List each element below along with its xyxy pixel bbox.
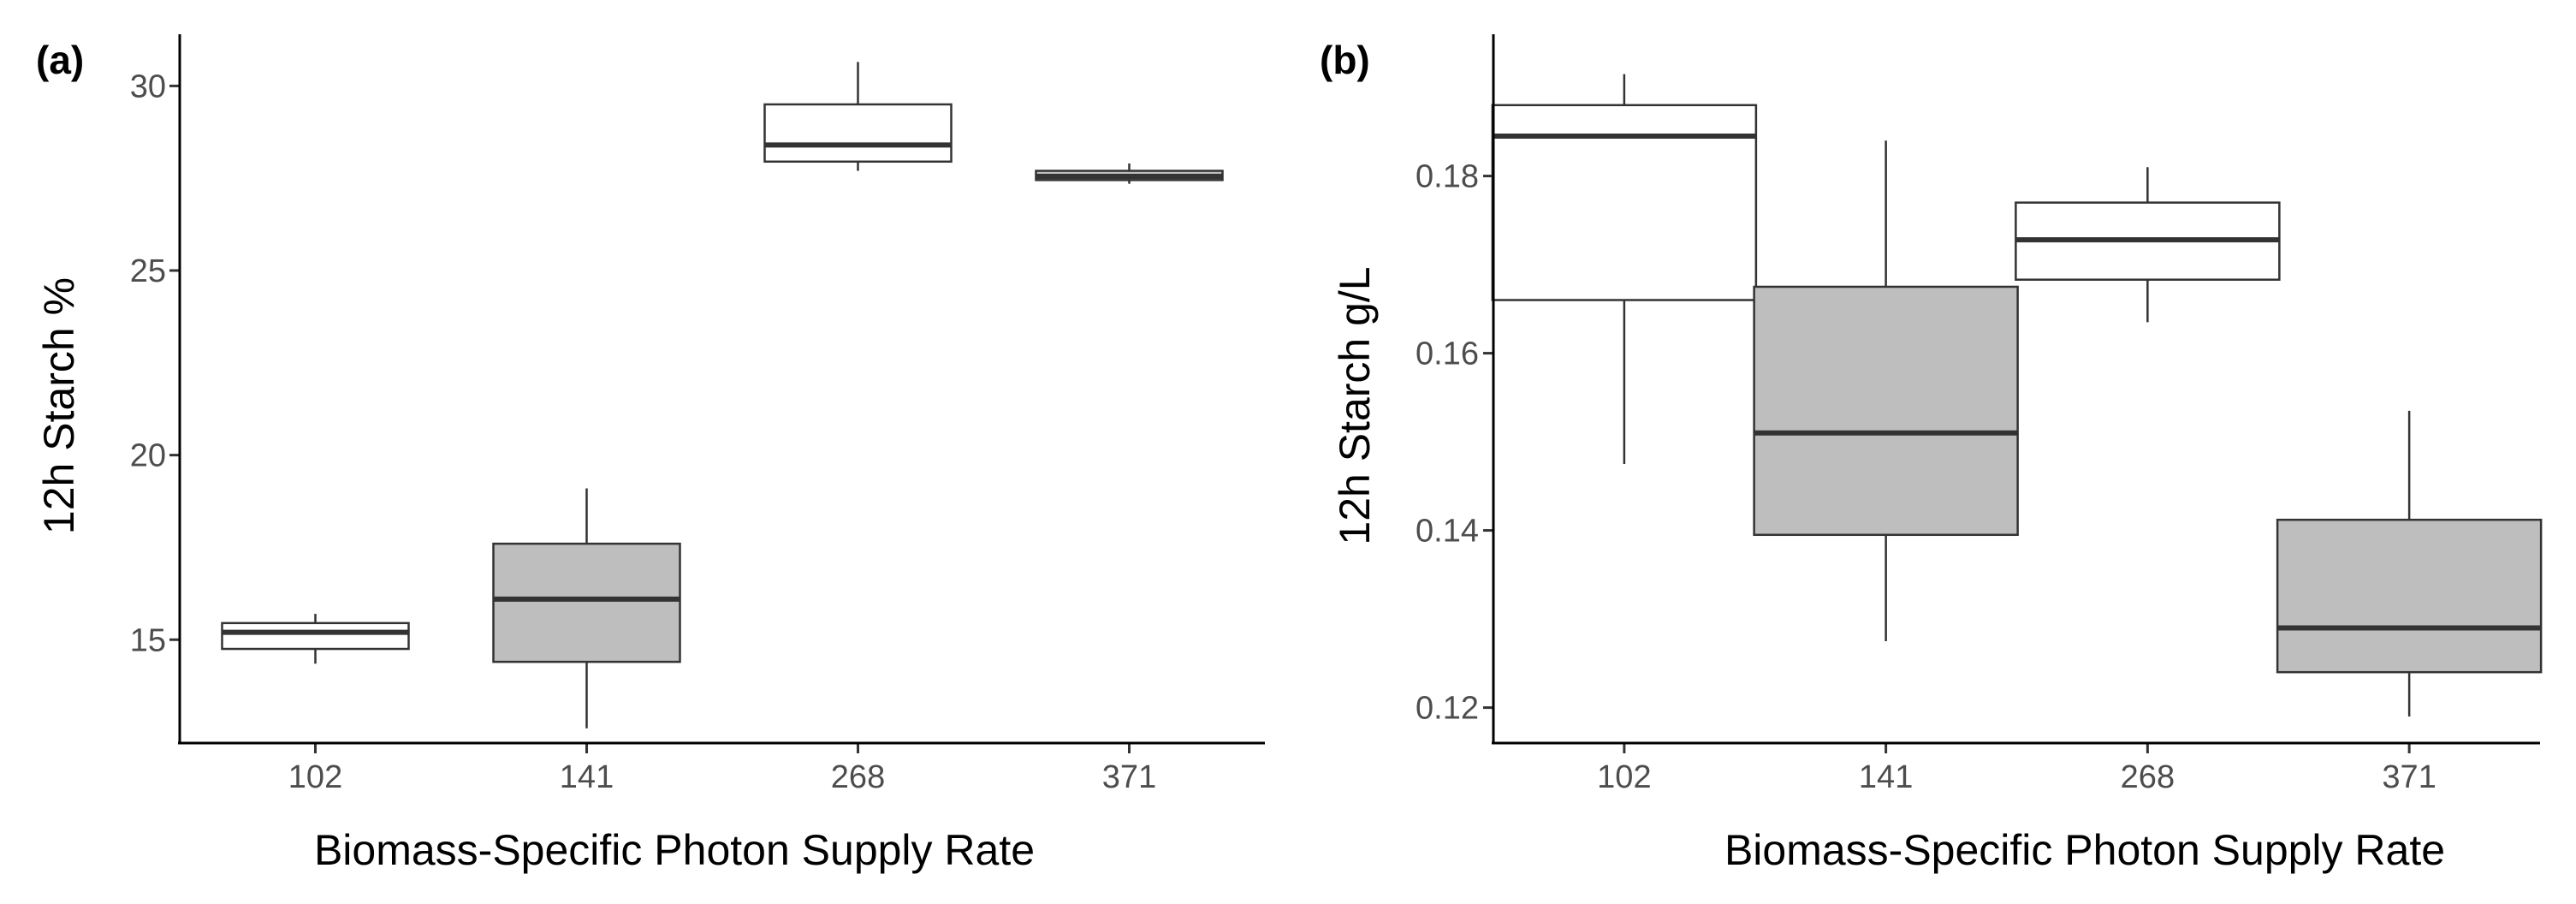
panel-a-x-tick-label: 102 (288, 759, 342, 795)
panel-b-label: (b) (1320, 38, 1370, 82)
panel-b-box-371 (2276, 410, 2543, 717)
panel-a-label: (a) (36, 38, 84, 82)
panel-a-y-tick-label: 30 (130, 68, 166, 104)
panel-b-y-tick-label: 0.12 (1416, 691, 1479, 727)
panel-a-box-268 (763, 62, 953, 171)
iqr-box (2276, 518, 2543, 674)
panel-b-y-ticks: 0.12 0.14 0.16 0.18 (1416, 159, 1493, 727)
panel-a-x-axis-title: Biomass-Specific Photon Supply Rate (314, 826, 1035, 874)
panel-a-y-tick-label: 15 (130, 622, 166, 658)
panel-a-y-tick-label: 25 (130, 253, 166, 289)
panel-b-x-tick-label: 141 (1859, 759, 1913, 795)
panel-b-y-tick-label: 0.18 (1416, 159, 1479, 195)
panel-a-box-141 (492, 488, 681, 729)
panel-b-chart: (b) 12h Starch g/L Biomass-Specific Phot… (1320, 34, 2543, 874)
panel-a-y-axis-title: 12h Starch % (35, 277, 83, 534)
panel-b-box-102 (1491, 74, 1758, 464)
panel-b-x-axis-title: Biomass-Specific Photon Supply Rate (1724, 826, 2445, 874)
panel-a-x-tick-label: 141 (560, 759, 614, 795)
panel-b-y-axis-title: 12h Starch g/L (1331, 266, 1379, 544)
iqr-box (763, 103, 953, 164)
iqr-box (221, 622, 410, 651)
panel-a-y-ticks: 15 20 25 30 (130, 68, 180, 658)
panel-b-y-tick-label: 0.14 (1416, 514, 1479, 550)
panel-a-boxes (221, 62, 1224, 729)
panel-b-x-tick-label: 371 (2382, 759, 2436, 795)
panel-b-x-ticks: 102 141 268 371 (1597, 743, 2437, 795)
panel-a-box-371 (1035, 163, 1224, 184)
panel-a-y-tick-label: 20 (130, 438, 166, 474)
panel-a-x-tick-label: 371 (1102, 759, 1156, 795)
panel-a-x-tick-label: 268 (831, 759, 885, 795)
panel-a-chart: (a) 12h Starch % Biomass-Specific Photon… (35, 34, 1265, 874)
panel-a-box-102 (221, 614, 410, 664)
panel-b-x-tick-label: 268 (2121, 759, 2175, 795)
panel-b-boxes (1491, 74, 2543, 717)
iqr-box (1753, 285, 2019, 537)
panel-b-box-141 (1753, 140, 2019, 641)
iqr-box (492, 542, 681, 663)
panel-b-box-268 (2015, 167, 2281, 323)
panel-a-x-ticks: 102 141 268 371 (288, 743, 1156, 795)
panel-b-y-tick-label: 0.16 (1416, 336, 1479, 372)
panel-b-x-tick-label: 102 (1597, 759, 1651, 795)
